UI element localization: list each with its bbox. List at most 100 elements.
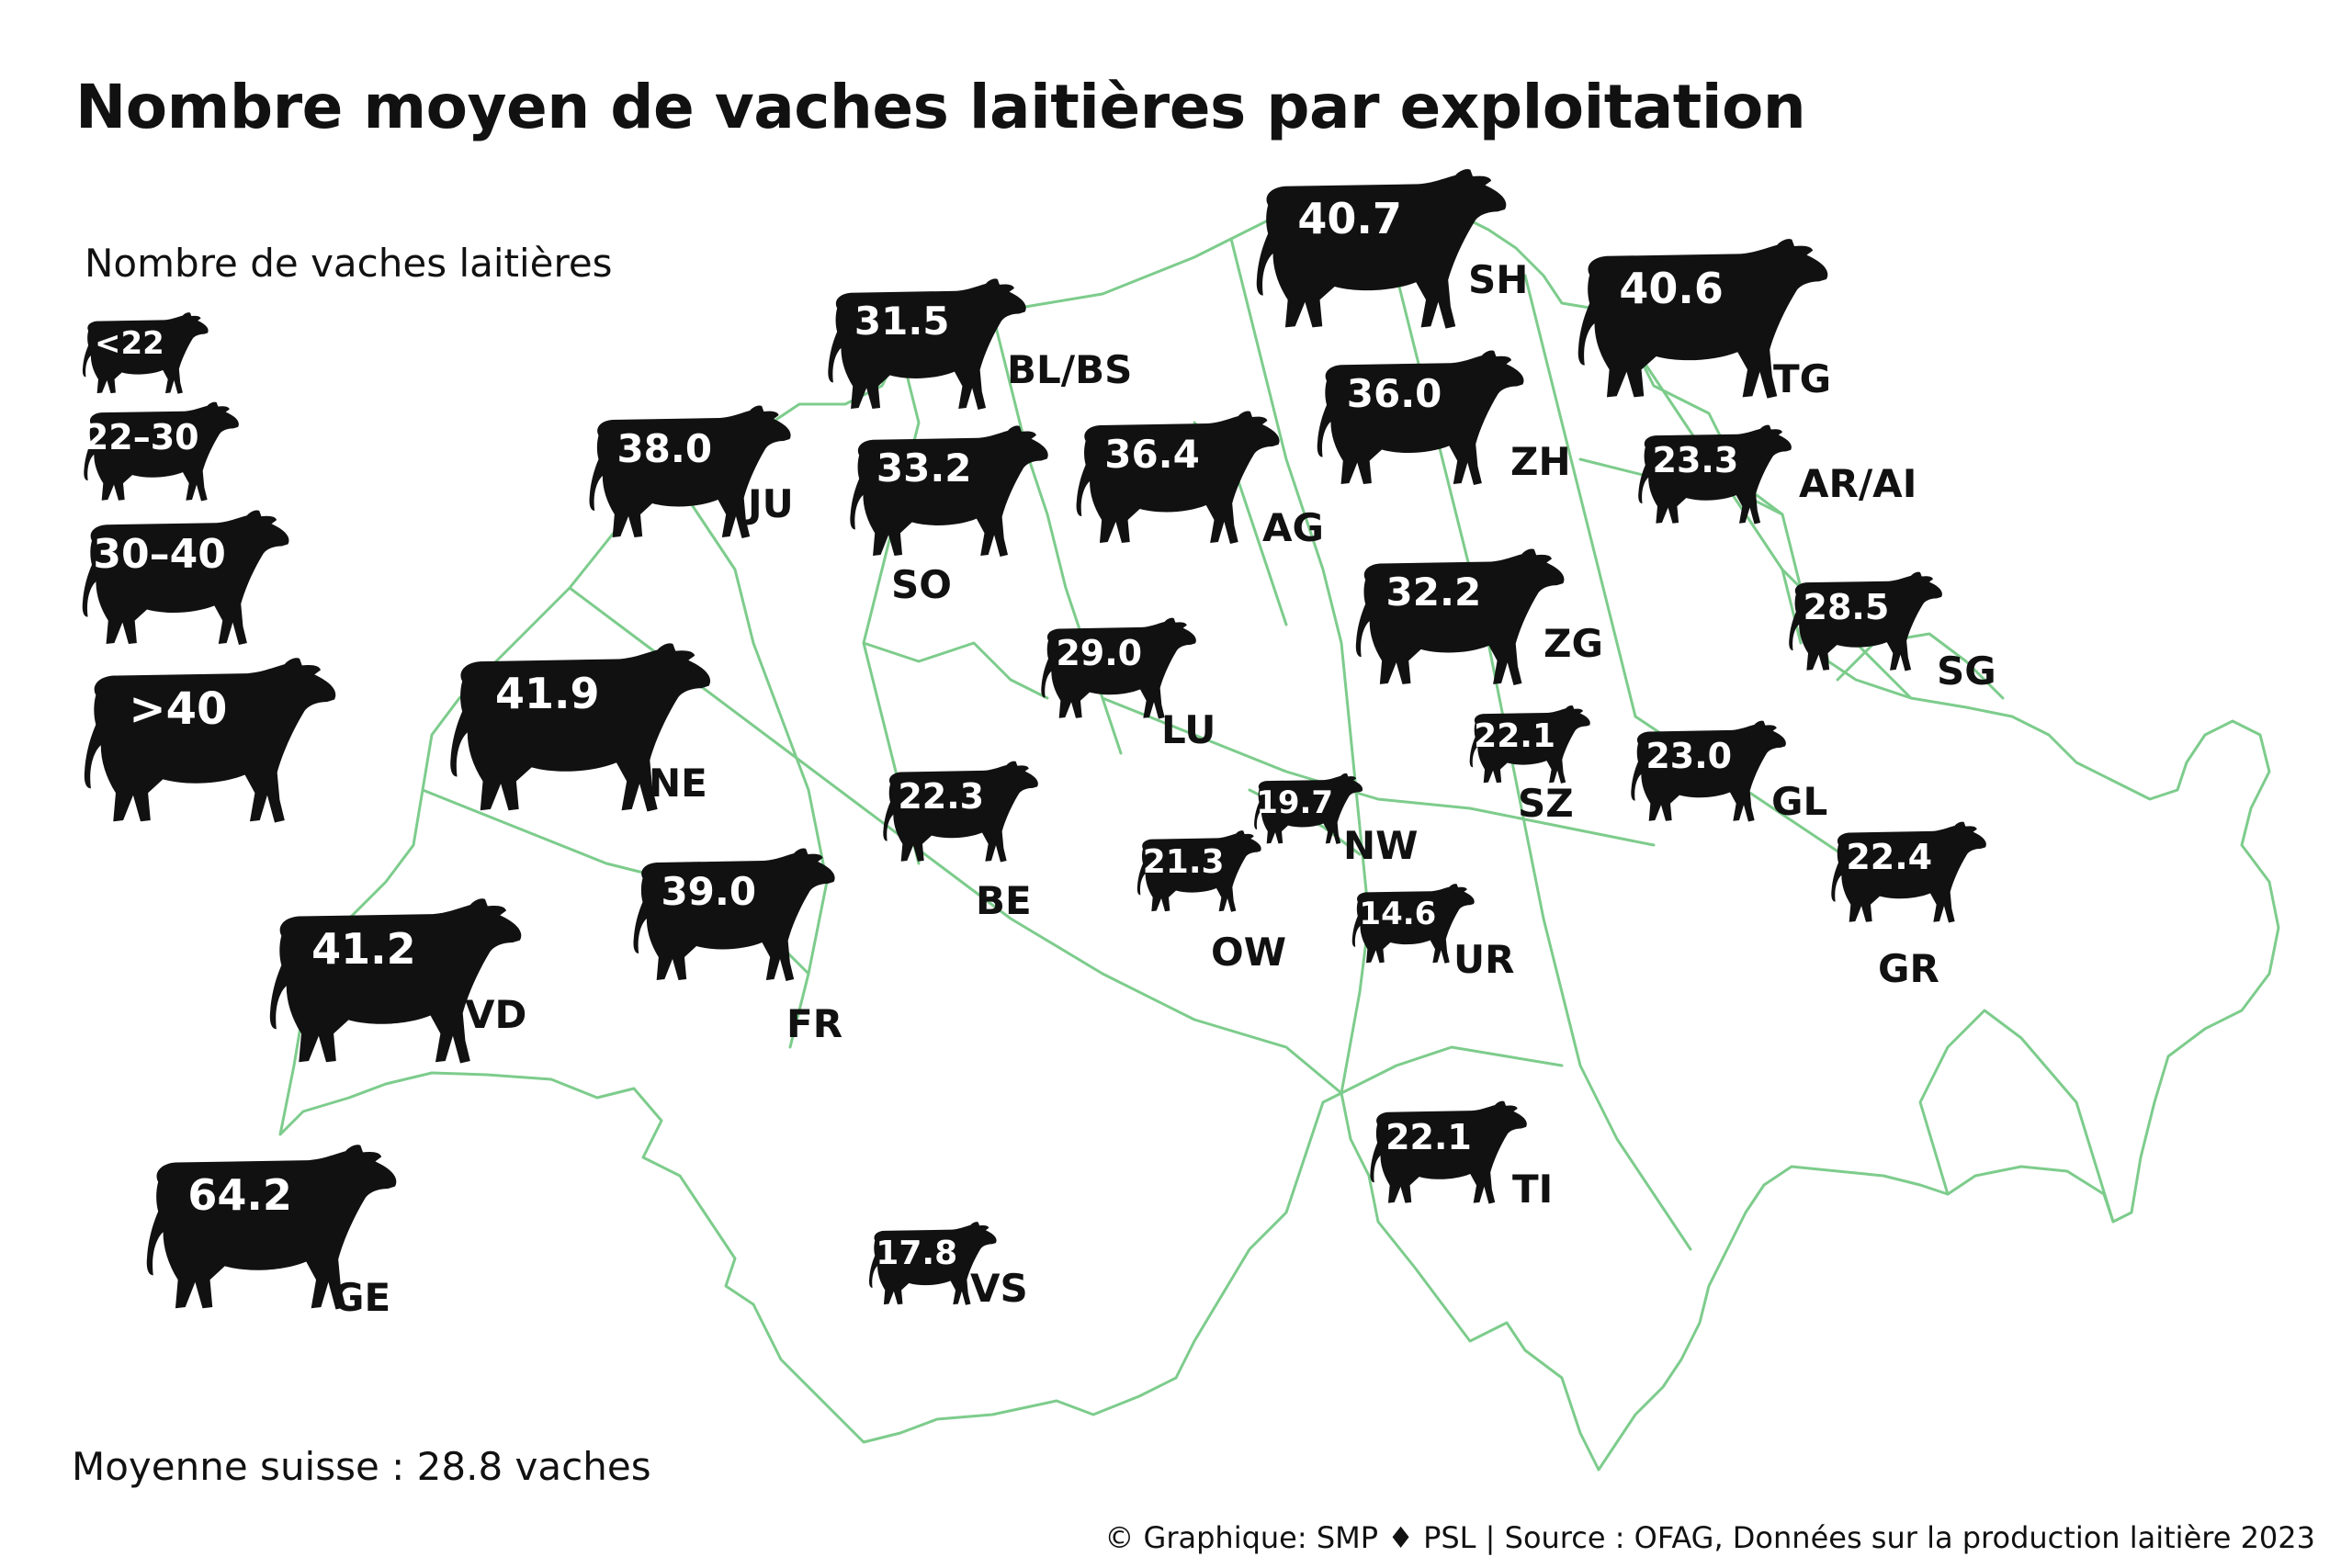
legend-title: Nombre de vaches laitières [85,241,613,286]
canton-label-ju: JU [748,481,794,526]
cow-ar-ai: 23.3 [1632,423,1795,525]
cow-icon [1355,548,1565,685]
cow-value: 22.1 [1385,1117,1472,1157]
cow-vs: 17.8 [864,1220,1000,1306]
cow-so: 33.2 [842,423,1053,558]
canton-label-vs: VS [970,1266,1028,1311]
cow-value: 31.5 [854,299,950,344]
cow-ag: 36.4 [1068,408,1284,546]
cow-icon [82,312,209,394]
legend-cow-1: <22 [77,310,211,395]
legend-cow-4: >40 [74,654,342,825]
cow-ur: 14.6 [1347,882,1477,964]
page-title: Nombre moyen de vaches laitières par exp… [75,72,1806,142]
canton-label-sz: SZ [1518,781,1574,826]
canton-label-sg: SG [1937,649,1996,694]
cow-icon [850,425,1048,558]
cow-icon [84,658,336,823]
cow-icon [1577,239,1828,399]
canton-label-sh: SH [1468,257,1529,302]
cow-nw: 19.7 [1250,772,1365,845]
canton-label-so: SO [891,562,952,607]
cow-ne: 41.9 [439,639,717,814]
cow-value: 23.3 [1652,440,1739,480]
canton-label-ge: GE [333,1275,391,1320]
cow-icon [84,401,239,502]
cow-value: 64.2 [187,1170,292,1220]
cow-bl-bs: 31.5 [820,276,1031,412]
cow-value: 38.0 [616,426,713,471]
cow-value: 29.0 [1056,633,1143,673]
canton-label-tg: TG [1773,356,1832,401]
cow-icon [1076,411,1280,544]
canton-label-lu: LU [1161,707,1216,752]
cow-icon [450,643,711,812]
cow-icon [1317,350,1524,485]
cow-value: 28.5 [1803,587,1890,627]
canton-label-ag: AG [1262,505,1324,550]
cow-value: 39.0 [661,869,757,914]
cow-value: 22.4 [1846,837,1933,877]
canton-label-nw: NW [1343,823,1419,868]
cow-icon [1831,821,1986,923]
swiss-average: Moyenne suisse : 28.8 vaches [72,1444,651,1489]
cow-tg: 40.6 [1567,235,1834,400]
canton-label-ne: NE [649,761,707,806]
cow-value: >40 [129,683,228,735]
cow-icon [633,848,835,981]
cow-icon [1041,617,1196,719]
cow-value: 36.0 [1346,371,1442,416]
canton-label-ar-ai: AR/AI [1799,461,1917,506]
source-credit: © Graphique: SMP ♦ PSL | Source : OFAG, … [1104,1520,2315,1555]
cow-icon [1638,424,1792,525]
cow-sg: 28.5 [1782,570,1946,672]
cow-icon [1254,773,1363,844]
cow-lu: 29.0 [1035,615,1200,720]
canton-label-gl: GL [1771,779,1828,824]
cow-vd: 41.2 [259,895,527,1066]
canton-label-bl-bs: BL/BS [1007,347,1133,392]
cow-value: 17.8 [876,1235,958,1272]
cow-value: 40.7 [1297,194,1402,243]
cow-zh: 36.0 [1308,347,1529,487]
canton-label-be: BE [976,878,1032,923]
canton-label-ti: TI [1512,1167,1554,1212]
cow-icon [1469,705,1590,784]
cow-value: 40.6 [1619,264,1724,313]
canton-label-gr: GR [1878,946,1939,991]
cow-value: <22 [95,325,164,362]
cow-value: 14.6 [1359,896,1437,932]
cow-value: 22–30 [84,417,199,457]
cow-value: 41.2 [311,924,416,974]
cow-sh: 40.7 [1246,165,1512,331]
cow-value: 41.9 [495,669,600,718]
cow-icon [589,405,791,538]
canton-label-zh: ZH [1510,439,1571,484]
cow-icon [1136,830,1261,912]
cow-icon [82,510,289,645]
cow-icon [269,898,522,1064]
cow-value: 22.1 [1474,717,1555,755]
cow-be: 22.3 [876,759,1042,863]
cow-value: 30–40 [93,531,226,578]
cow-value: 21.3 [1142,843,1225,881]
canton-label-ow: OW [1211,930,1287,975]
cow-icon [828,278,1026,411]
cow-ti: 22.1 [1363,1099,1531,1205]
cow-value: 36.4 [1104,432,1200,477]
cow-ow: 21.3 [1132,829,1264,913]
canton-label-vd: VD [465,992,527,1037]
cow-icon [146,1145,397,1310]
cow-icon [868,1222,997,1305]
cow-fr: 39.0 [625,845,840,983]
canton-label-ur: UR [1453,937,1515,982]
cow-icon [1256,169,1507,329]
legend-cow-3: 30–40 [74,507,294,647]
canton-label-fr: FR [786,1001,843,1046]
cow-icon [1351,884,1475,964]
cow-value: 22.3 [898,776,985,817]
cow-ju: 38.0 [581,402,796,540]
cow-ge: 64.2 [136,1141,402,1312]
cow-gr: 22.4 [1825,819,1990,924]
